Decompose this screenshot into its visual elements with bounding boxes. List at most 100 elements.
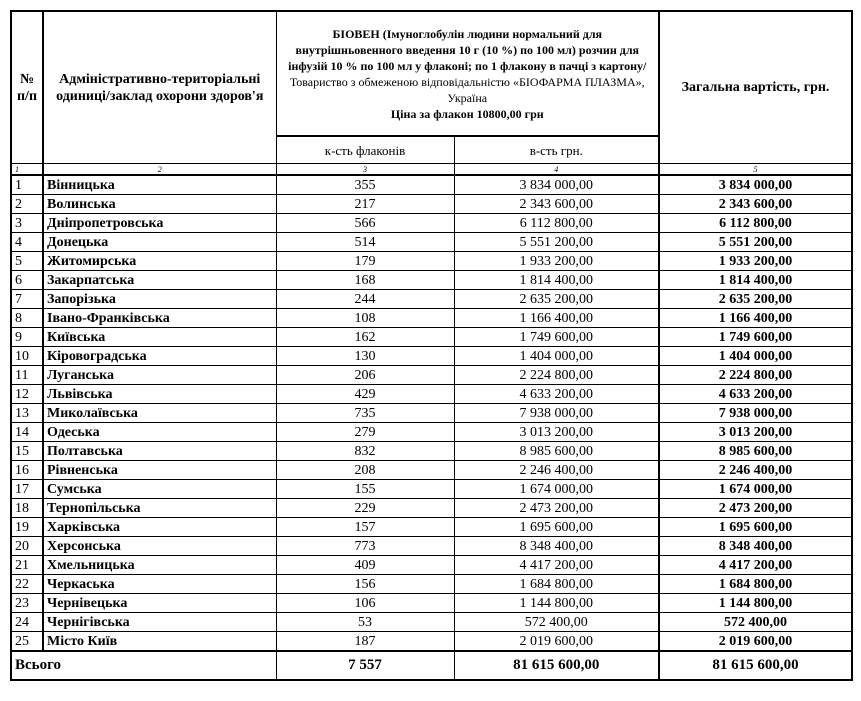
region-name: Тернопільська [42,498,277,518]
row-number: 12 [10,384,44,404]
vial-count: 229 [275,498,455,518]
row-number: 1 [10,174,44,195]
data-row: 12 Львівська 429 4 633 200,00 4 633 200,00 [10,384,853,404]
total-cost: 1 144 800,00 [658,593,853,613]
amount: 1 695 600,00 [453,517,661,537]
vial-count: 244 [275,289,455,309]
total-cost: 8 985 600,00 [658,441,853,461]
amount: 1 749 600,00 [453,327,661,347]
total-cost: 2 343 600,00 [658,194,853,214]
amount: 2 473 200,00 [453,498,661,518]
amount: 8 348 400,00 [453,536,661,556]
amount: 4 633 200,00 [453,384,661,404]
total-cost: 5 551 200,00 [658,232,853,252]
amount: 3 834 000,00 [453,174,661,195]
row-number: 5 [10,251,44,271]
region-name: Рівненська [42,460,277,480]
region-name: Черкаська [42,574,277,594]
amount: 5 551 200,00 [453,232,661,252]
vial-count: 206 [275,365,455,385]
vial-count: 53 [275,612,455,632]
amount: 572 400,00 [453,612,661,632]
data-row: 20 Херсонська 773 8 348 400,00 8 348 400,00 [10,536,853,556]
subheader-qty: к-сть флаконів [275,135,455,164]
row-number: 6 [10,270,44,290]
region-name: Полтавська [42,441,277,461]
data-row: 19 Харківська 157 1 695 600,00 1 695 600,00 [10,517,853,537]
total-qty: 7 557 [275,650,455,681]
row-number: 21 [10,555,44,575]
table-body: № п/п Адміністративно-територіальні один… [10,10,853,681]
row-number: 24 [10,612,44,632]
header-row: № п/п Адміністративно-територіальні один… [10,10,853,164]
region-name: Місто Київ [42,631,277,652]
region-name: Запорізька [42,289,277,309]
data-row: 4 Донецька 514 5 551 200,00 5 551 200,00 [10,232,853,252]
data-row: 11 Луганська 206 2 224 800,00 2 224 800,00 [10,365,853,385]
row-number: 15 [10,441,44,461]
data-row: 14 Одеська 279 3 013 200,00 3 013 200,00 [10,422,853,442]
amount: 1 404 000,00 [453,346,661,366]
vial-count: 155 [275,479,455,499]
total-cost: 8 348 400,00 [658,536,853,556]
column-index: 3 [275,163,455,176]
row-number: 3 [10,213,44,233]
data-row: 25 Місто Київ 187 2 019 600,00 2 019 600,00 [10,631,853,652]
amount: 2 343 600,00 [453,194,661,214]
header-product: БІОВЕН (Імуноглобулін людини нормальний … [275,10,661,137]
amount: 1 933 200,00 [453,251,661,271]
row-number: 7 [10,289,44,309]
column-index: 5 [658,163,853,176]
row-number: 23 [10,593,44,613]
region-name: Вінницька [42,174,277,195]
row-number: 18 [10,498,44,518]
vial-count: 832 [275,441,455,461]
row-number: 2 [10,194,44,214]
row-number: 17 [10,479,44,499]
vial-count: 187 [275,631,455,652]
region-name: Донецька [42,232,277,252]
row-number: 10 [10,346,44,366]
total-cost: 1 166 400,00 [658,308,853,328]
region-name: Херсонська [42,536,277,556]
vial-count: 409 [275,555,455,575]
row-number: 20 [10,536,44,556]
data-row: 1 Вінницька 355 3 834 000,00 3 834 000,00 [10,174,853,195]
vial-count: 157 [275,517,455,537]
total-cost: 4 417 200,00 [658,555,853,575]
region-name: Закарпатська [42,270,277,290]
total-cost: 2 635 200,00 [658,289,853,309]
amount: 8 985 600,00 [453,441,661,461]
total-cost: 1 749 600,00 [658,327,853,347]
row-number: 9 [10,327,44,347]
row-number: 19 [10,517,44,537]
total-cost: 1 684 800,00 [658,574,853,594]
data-row: 3 Дніпропетровська 566 6 112 800,00 6 112 80… [10,213,853,233]
total-row: Всього 7 557 81 615 600,00 81 615 600,00 [10,650,853,681]
vial-count: 566 [275,213,455,233]
total-cost: 1 695 600,00 [658,517,853,537]
data-row: 6 Закарпатська 168 1 814 400,00 1 814 400,00 [10,270,853,290]
vial-count: 106 [275,593,455,613]
vial-count: 735 [275,403,455,423]
total-cost: 572 400,00 [658,612,853,632]
data-row: 13 Миколаївська 735 7 938 000,00 7 938 000,0… [10,403,853,423]
row-number: 8 [10,308,44,328]
vial-count: 130 [275,346,455,366]
amount: 2 635 200,00 [453,289,661,309]
data-row: 17 Сумська 155 1 674 000,00 1 674 000,00 [10,479,853,499]
data-row: 7 Запорізька 244 2 635 200,00 2 635 200,00 [10,289,853,309]
subheader-amount: в-сть грн. [453,135,661,164]
data-row: 8 Івано-Франківська 108 1 166 400,00 1 166 4… [10,308,853,328]
data-row: 10 Кіровоградська 130 1 404 000,00 1 404 000… [10,346,853,366]
data-row: 23 Чернівецька 106 1 144 800,00 1 144 800,00 [10,593,853,613]
data-row: 22 Черкаська 156 1 684 800,00 1 684 800,00 [10,574,853,594]
amount: 4 417 200,00 [453,555,661,575]
total-cost: 2 473 200,00 [658,498,853,518]
product-name: БІОВЕН (Імуноглобулін людини нормальний … [288,26,647,73]
total-cost: 2 019 600,00 [658,631,853,652]
data-row: 24 Чернігівська 53 572 400,00 572 400,00 [10,612,853,632]
column-index: 2 [42,163,277,176]
amount: 1 166 400,00 [453,308,661,328]
